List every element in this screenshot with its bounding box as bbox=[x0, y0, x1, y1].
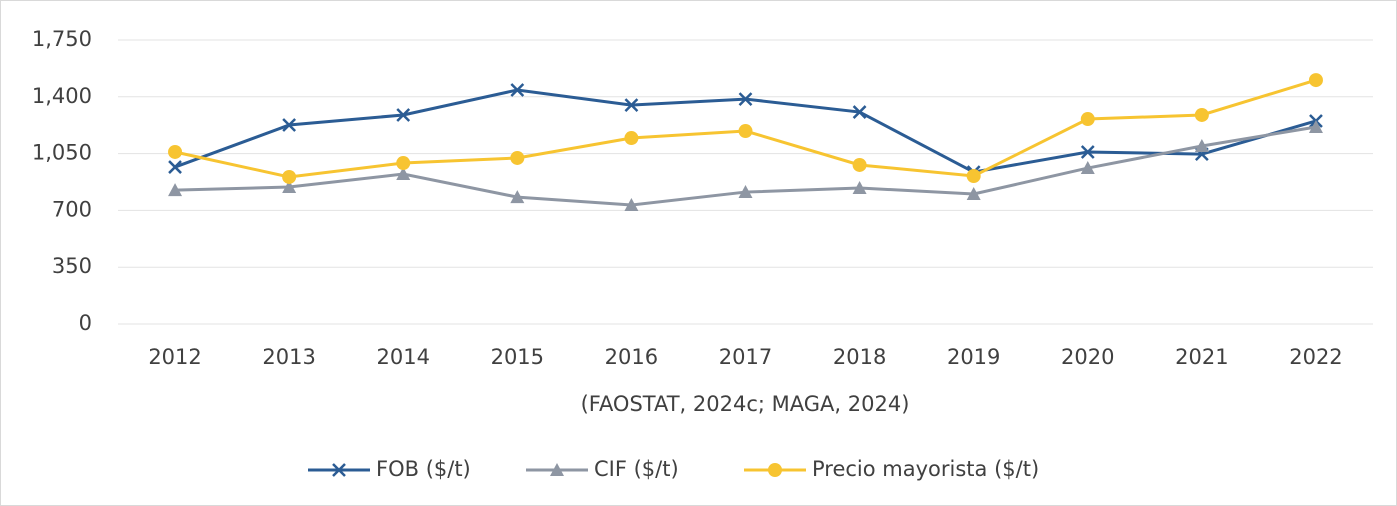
marker bbox=[738, 92, 753, 106]
y-tick-label: 700 bbox=[52, 197, 92, 221]
marker bbox=[852, 157, 867, 172]
x-tick-label: 2015 bbox=[491, 345, 544, 369]
marker bbox=[1194, 138, 1209, 152]
marker bbox=[168, 144, 183, 159]
marker bbox=[624, 198, 639, 212]
marker bbox=[510, 83, 525, 97]
marker bbox=[966, 168, 981, 183]
marker bbox=[1080, 161, 1095, 175]
marker bbox=[624, 131, 639, 146]
x-tick-label: 2021 bbox=[1175, 345, 1228, 369]
y-tick-label: 1,400 bbox=[32, 84, 92, 108]
x-tick-label: 2019 bbox=[947, 345, 1000, 369]
marker bbox=[396, 167, 411, 181]
legend-label: CIF ($/t) bbox=[594, 457, 679, 481]
marker bbox=[510, 190, 525, 204]
marker bbox=[768, 463, 782, 477]
marker bbox=[1080, 145, 1095, 159]
marker bbox=[738, 185, 753, 199]
y-tick-label: 1,050 bbox=[32, 141, 92, 165]
y-tick-label: 1,750 bbox=[32, 27, 92, 51]
marker bbox=[738, 124, 753, 139]
marker bbox=[282, 118, 297, 132]
x-tick-label: 2014 bbox=[377, 345, 430, 369]
marker bbox=[168, 183, 183, 197]
x-tick-label: 2013 bbox=[262, 345, 315, 369]
marker bbox=[510, 150, 525, 165]
marker bbox=[1194, 107, 1209, 122]
marker bbox=[332, 463, 346, 477]
marker bbox=[168, 160, 182, 174]
x-tick-label: 2016 bbox=[605, 345, 658, 369]
x-tick-label: 2020 bbox=[1061, 345, 1114, 369]
marker bbox=[396, 108, 411, 122]
marker bbox=[966, 187, 981, 201]
marker bbox=[1080, 112, 1095, 127]
marker bbox=[852, 105, 867, 119]
y-tick-label: 0 bbox=[79, 311, 92, 335]
legend-label: FOB ($/t) bbox=[376, 457, 471, 481]
marker bbox=[852, 181, 867, 195]
marker bbox=[282, 180, 297, 194]
x-tick-label: 2018 bbox=[833, 345, 886, 369]
marker bbox=[624, 98, 639, 112]
marker bbox=[396, 156, 411, 171]
marker bbox=[550, 463, 564, 476]
x-tick-label: 2022 bbox=[1289, 345, 1342, 369]
marker bbox=[1308, 73, 1323, 88]
x-tick-label: 2012 bbox=[148, 345, 201, 369]
y-tick-label: 350 bbox=[52, 254, 92, 278]
legend-label: Precio mayorista ($/t) bbox=[812, 457, 1039, 481]
marker bbox=[282, 169, 297, 184]
x-tick-label: 2017 bbox=[719, 345, 772, 369]
x-axis-label: (FAOSTAT, 2024c; MAGA, 2024) bbox=[581, 392, 910, 416]
marker bbox=[1308, 119, 1323, 133]
